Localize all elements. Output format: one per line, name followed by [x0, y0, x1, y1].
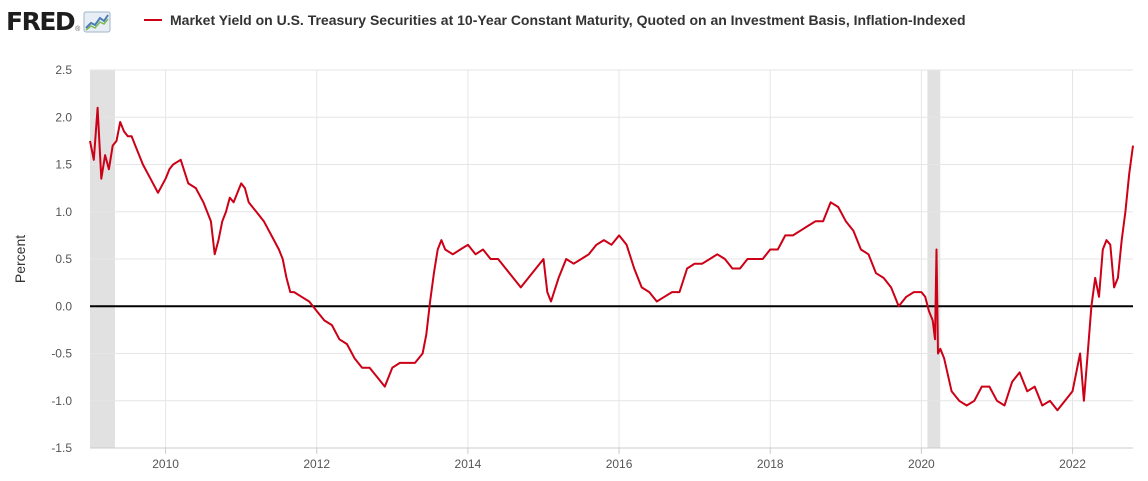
series-line-0[interactable]	[89, 106, 1134, 412]
y-tick-label: 0.5	[55, 252, 72, 266]
fred-logo-text: FRED	[6, 7, 76, 36]
x-tick-label: 2016	[606, 457, 633, 471]
x-tick-label: 2014	[455, 457, 482, 471]
y-tick-label: -0.5	[51, 347, 72, 361]
chart-header: FRED ® Market Yield on U.S. Treasury Sec…	[6, 8, 1136, 54]
y-tick-label: 1.0	[55, 205, 72, 219]
y-tick-label: -1.0	[51, 394, 72, 408]
legend-series-swatch	[144, 19, 162, 21]
y-tick-label: 2.0	[55, 110, 72, 124]
registered-mark: ®	[75, 26, 81, 33]
x-tick-label: 2018	[757, 457, 784, 471]
x-tick-label: 2020	[908, 457, 935, 471]
fred-logo[interactable]: FRED ®	[6, 8, 111, 38]
y-tick-label: 1.5	[55, 158, 72, 172]
y-tick-label: -1.5	[51, 441, 72, 455]
y-axis-label: Percent	[12, 235, 28, 283]
y-tick-label: 2.5	[55, 63, 72, 77]
x-tick-label: 2012	[303, 457, 330, 471]
x-tick-label: 2010	[152, 457, 179, 471]
y-tick-label: 0.0	[55, 299, 72, 313]
fred-chart-icon	[83, 11, 111, 38]
legend-series-label: Market Yield on U.S. Treasury Securities…	[170, 12, 966, 28]
chart-legend[interactable]: Market Yield on U.S. Treasury Securities…	[144, 10, 984, 30]
x-tick-label: 2022	[1059, 457, 1086, 471]
